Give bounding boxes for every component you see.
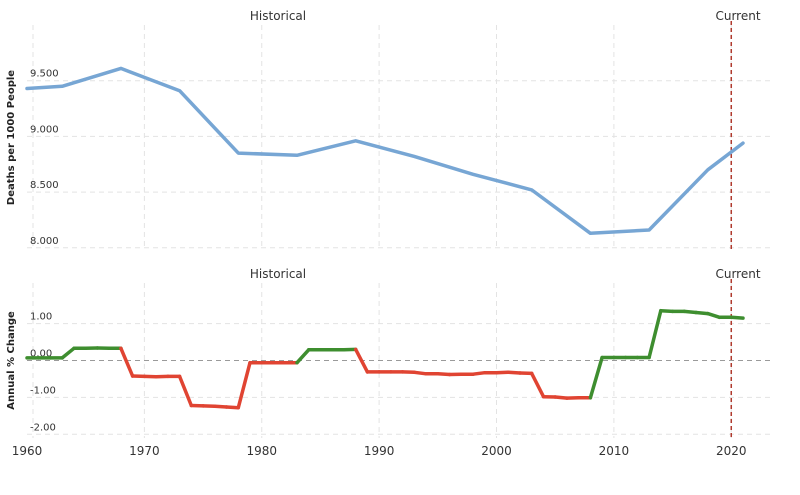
- annual-change-segment: [706, 311, 722, 320]
- y-tick-label: 9.000: [30, 124, 59, 135]
- period-label-historical: Historical: [250, 267, 306, 281]
- x-tick-label: 2010: [599, 444, 630, 458]
- period-label-current: Current: [715, 9, 760, 23]
- y-tick-label: -2.00: [30, 422, 56, 433]
- period-label-historical: Historical: [250, 9, 306, 23]
- y-tick-label: 8.000: [30, 236, 59, 247]
- annual-change-segment: [236, 360, 252, 410]
- annual-change-segment: [60, 346, 76, 360]
- annual-change-segment: [529, 371, 546, 399]
- annual-change-segment: [213, 404, 229, 409]
- annual-change-segment: [412, 370, 428, 376]
- annual-change-segment: [295, 348, 311, 365]
- period-label-current: Current: [715, 267, 760, 281]
- annual-change-segment: [588, 355, 604, 400]
- annual-change-segment: [553, 395, 569, 400]
- annual-change-segment: [694, 310, 710, 316]
- y-tick-label: 1.00: [30, 312, 52, 323]
- annual-change-segment: [729, 315, 745, 320]
- annual-change-segment: [119, 346, 135, 378]
- x-tick-label: 1990: [364, 444, 395, 458]
- y-axis-label: Annual % Change: [6, 311, 17, 410]
- y-tick-label: 8.500: [30, 180, 59, 191]
- y-tick-label: -1.00: [30, 385, 56, 396]
- y-tick-label: 0.00: [30, 349, 52, 360]
- x-tick-label: 1970: [129, 444, 160, 458]
- x-tick-label: 1980: [246, 444, 277, 458]
- annual-change-segment: [177, 374, 194, 408]
- annual-change-segment: [471, 370, 487, 376]
- annual-change-segment: [224, 405, 241, 410]
- x-tick-label: 1960: [12, 444, 43, 458]
- annual-change-segment: [647, 308, 663, 360]
- death-rate-series-line: [25, 66, 745, 236]
- annual-change-segment: [682, 309, 698, 315]
- annual-change-segment: [436, 372, 452, 377]
- annual-change-segment: [353, 347, 370, 374]
- y-tick-label: 9.500: [30, 69, 59, 80]
- y-axis-label: Deaths per 1000 People: [6, 70, 17, 205]
- x-tick-label: 2020: [716, 444, 747, 458]
- annual-change-segment: [659, 308, 675, 314]
- annual-change-segment: [506, 370, 522, 375]
- x-tick-label: 2000: [481, 444, 512, 458]
